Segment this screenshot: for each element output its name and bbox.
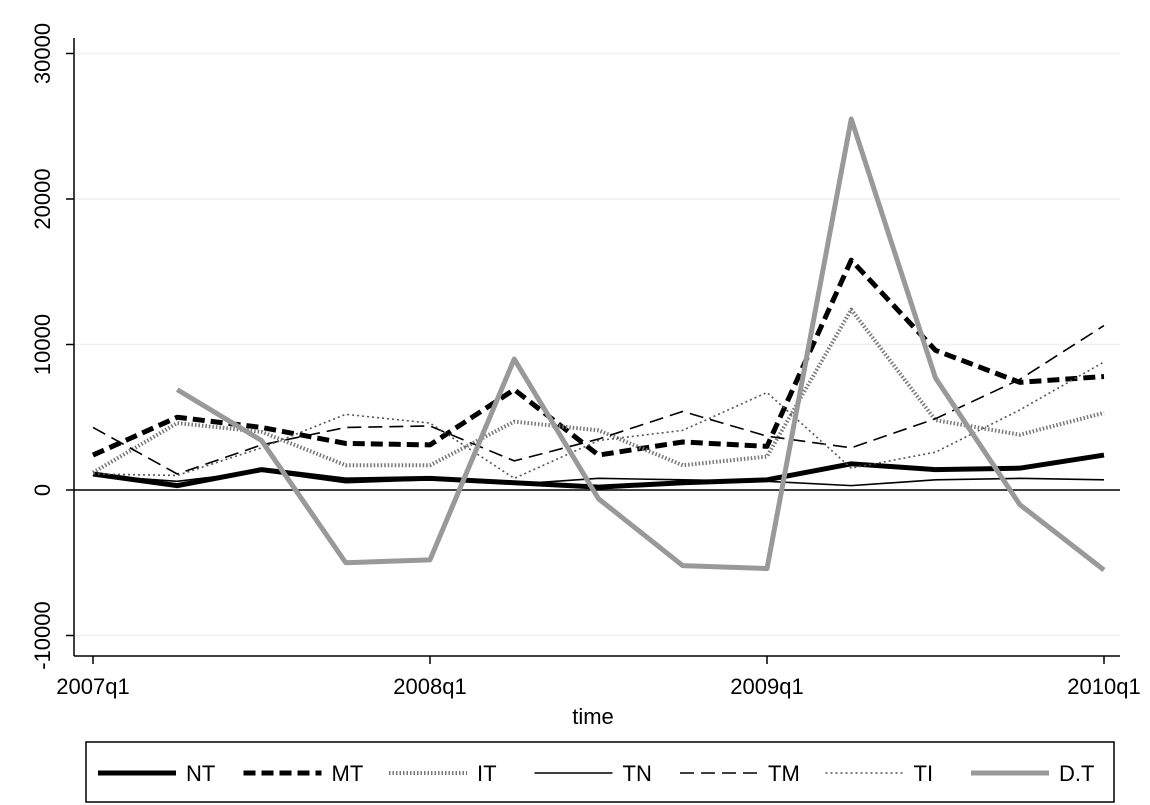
y-axis-ticks: -10000 0 10000 20000 30000 [30, 23, 74, 670]
legend-label: TN [623, 761, 652, 786]
y-tick-label: 20000 [30, 168, 55, 229]
x-axis-title: time [572, 704, 614, 729]
series-line-it [91, 307, 1105, 475]
y-tick-label: -10000 [30, 601, 55, 670]
legend: NT MT IT TN TM TI D.T [85, 741, 1115, 803]
legend-box [85, 741, 1115, 803]
series-line-tm [92, 324, 1105, 475]
legend-label: TM [768, 761, 800, 786]
series-line-tn [92, 470, 1105, 487]
legend-label: TI [914, 761, 934, 786]
x-tick-label: 2010q1 [1067, 674, 1140, 699]
gridlines [74, 52, 1120, 637]
x-axis-ticks: 2007q1 2008q1 2009q1 2010q1 [56, 656, 1141, 699]
series-line-dt [175, 116, 1106, 572]
legend-label: NT [186, 761, 215, 786]
series-line-nt [92, 452, 1105, 490]
legend-label: D.T [1059, 761, 1094, 786]
axes [73, 38, 1120, 657]
x-tick-label: 2008q1 [393, 674, 466, 699]
legend-label: IT [477, 761, 497, 786]
x-tick-label: 2007q1 [56, 674, 129, 699]
y-tick-label: 10000 [30, 314, 55, 375]
series-line-mt [91, 257, 1105, 458]
legend-label: MT [332, 761, 364, 786]
x-tick-label: 2009q1 [730, 674, 803, 699]
y-tick-label: 0 [30, 484, 55, 496]
y-tick-label: 30000 [30, 23, 55, 84]
series-line-ti [92, 361, 1105, 480]
series-lines [91, 116, 1106, 572]
